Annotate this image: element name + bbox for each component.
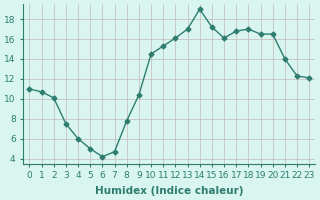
X-axis label: Humidex (Indice chaleur): Humidex (Indice chaleur) (95, 186, 244, 196)
